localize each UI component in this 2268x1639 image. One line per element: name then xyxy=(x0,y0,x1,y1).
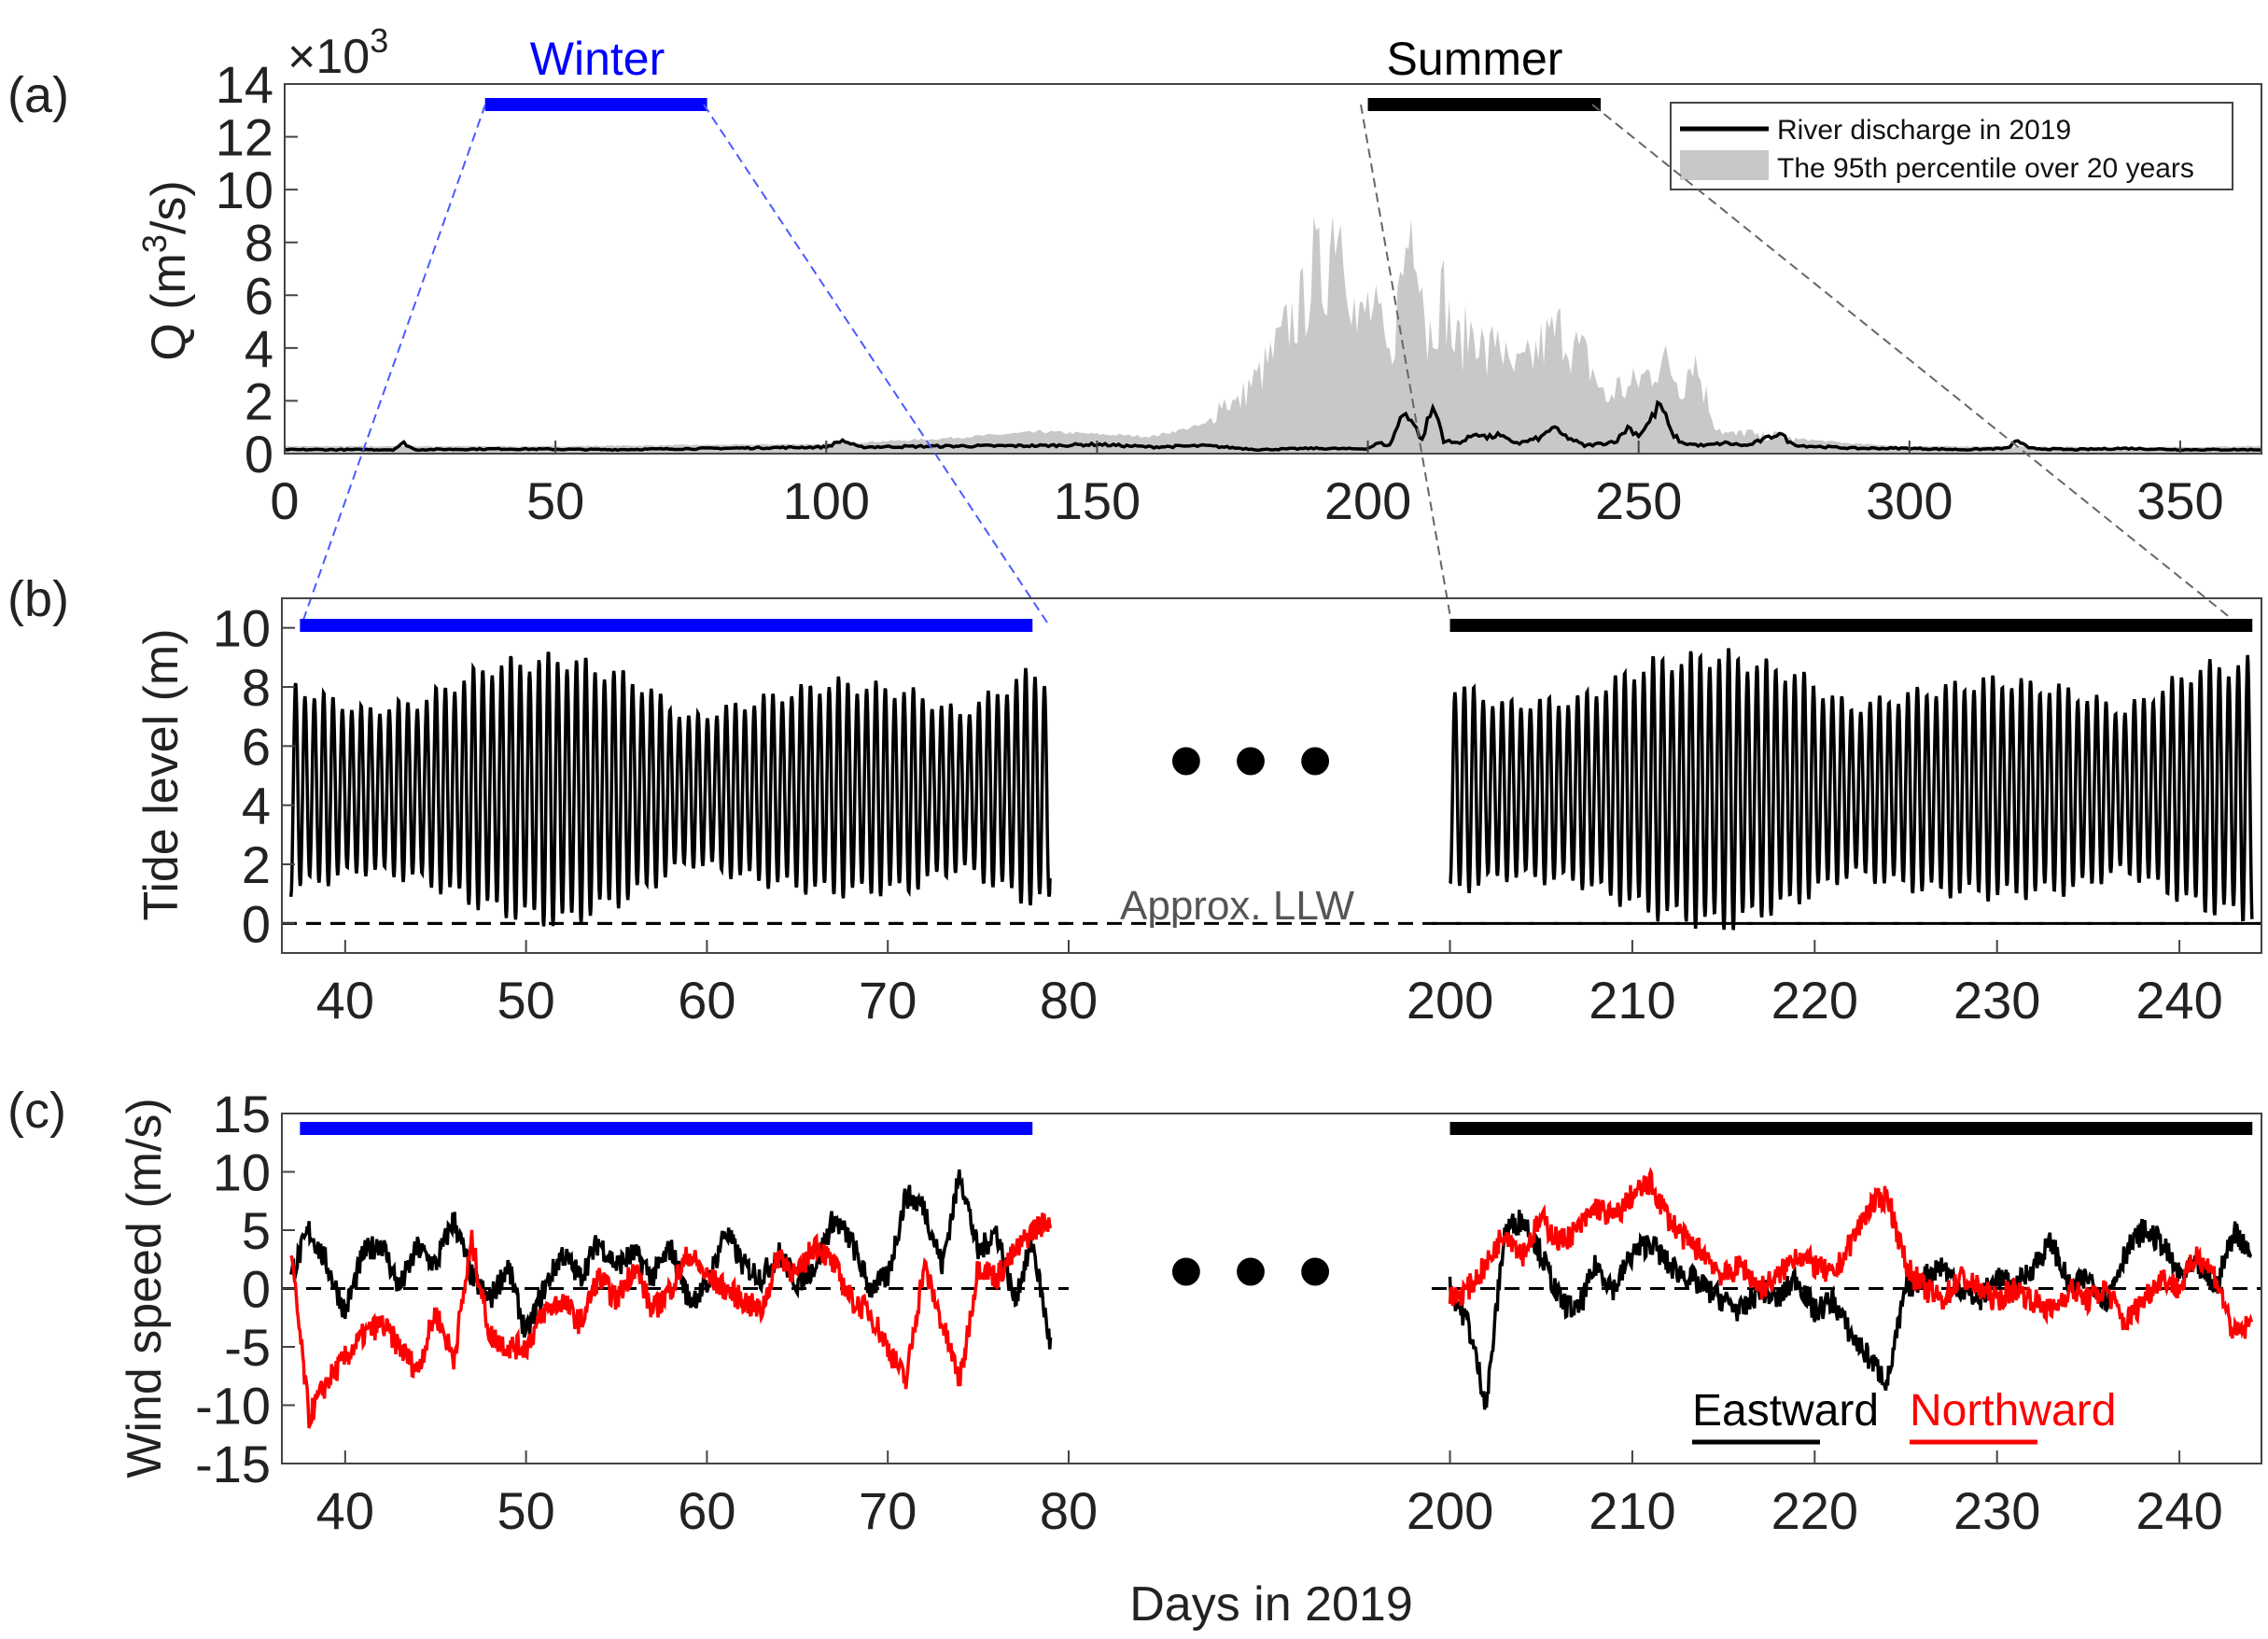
x-tick-label: 230 xyxy=(1953,1481,2040,1540)
wind-segment-0 xyxy=(282,1169,1069,1430)
x-tick-label: 350 xyxy=(2136,471,2223,530)
panel-a-label: (a) xyxy=(7,67,69,123)
legend-label-discharge: River discharge in 2019 xyxy=(1777,115,2071,146)
y-tick-label: 15 xyxy=(213,1085,271,1143)
panel-b: (b) Tide level (m) 40 50 60 70 80 200 210 220 23… xyxy=(7,571,2262,1030)
x-tick-label: 70 xyxy=(859,971,917,1030)
y-tick-label: 0 xyxy=(242,1260,271,1319)
tide-line xyxy=(288,651,1052,927)
x-tick-label: 50 xyxy=(497,971,554,1030)
panel-c-label: (c) xyxy=(7,1083,66,1139)
llw-label: Approx. LLW xyxy=(1120,883,1355,929)
y-tick-label: -5 xyxy=(224,1318,271,1377)
panel-b-gap-dots: • • • xyxy=(1169,703,1334,818)
y-tick-label: 4 xyxy=(245,319,273,378)
x-tick-label: 250 xyxy=(1595,471,1682,530)
y-tick-label: 6 xyxy=(242,717,271,776)
y-tick-label: 10 xyxy=(216,161,273,219)
y-tick-label: 0 xyxy=(242,894,271,953)
tide-segment-1 xyxy=(1448,648,2254,931)
y-tick-label: 6 xyxy=(245,266,273,325)
y-tick-label: 5 xyxy=(242,1201,271,1260)
summer-connector-right xyxy=(1591,104,2237,623)
wind-segment-1 xyxy=(1432,1167,2261,1410)
northward-line xyxy=(1448,1167,2253,1339)
panel-a-plot xyxy=(285,216,2261,454)
panel-a: (a) ×103 Q (m3/s) Winter Summer 0 50 100 15… xyxy=(7,21,2262,530)
panel-a-multiplier: ×103 xyxy=(287,21,388,84)
x-tick-label: 220 xyxy=(1771,1481,1858,1540)
zoom-connectors xyxy=(301,104,2237,623)
x-tick-label: 80 xyxy=(1040,1481,1098,1540)
x-tick-label: 80 xyxy=(1040,971,1098,1030)
x-tick-label: 210 xyxy=(1589,971,1675,1030)
x-axis-label: Days in 2019 xyxy=(1129,1577,1413,1632)
y-tick-label: 8 xyxy=(242,658,271,717)
x-tick-label: 240 xyxy=(2135,1481,2222,1540)
y-tick-label: -10 xyxy=(195,1377,271,1436)
winter-connector-right xyxy=(703,104,1048,623)
eastward-line xyxy=(1448,1210,2253,1410)
tide-line xyxy=(1448,648,2254,931)
x-tick-label: 70 xyxy=(859,1481,917,1540)
winter-label: Winter xyxy=(530,33,665,85)
y-tick-label: 4 xyxy=(242,777,271,835)
panel-c-plot xyxy=(282,1167,2261,1430)
y-tick-label: 2 xyxy=(245,371,273,430)
eastward-line xyxy=(288,1169,1053,1350)
panel-c-gap-dots: • • • xyxy=(1169,1213,1334,1328)
x-tick-label: 50 xyxy=(526,471,584,530)
x-tick-label: 240 xyxy=(2135,971,2222,1030)
y-tick-label: 10 xyxy=(213,1143,271,1202)
x-tick-label: 40 xyxy=(316,1481,374,1540)
y-tick-label: 8 xyxy=(245,214,273,273)
x-tick-label: 100 xyxy=(783,471,870,530)
legend-swatch-percentile xyxy=(1680,150,1769,180)
x-tick-label: 40 xyxy=(316,971,374,1030)
x-tick-label: 60 xyxy=(678,1481,735,1540)
y-tick-label: 12 xyxy=(216,108,273,167)
x-tick-label: 230 xyxy=(1953,971,2040,1030)
winter-connector-left xyxy=(301,104,486,623)
panel-a-ylabel: Q (m3/s) xyxy=(135,180,196,360)
summer-connector-left xyxy=(1360,104,1452,623)
panel-a-legend: River discharge in 2019 The 95th percent… xyxy=(1670,102,2233,190)
y-tick-label: -15 xyxy=(195,1435,271,1493)
y-tick-label: 10 xyxy=(213,599,271,658)
panel-b-plot xyxy=(282,648,2261,931)
x-tick-label: 210 xyxy=(1589,1481,1675,1540)
panel-c-ylabel: Wind speed (m/s) xyxy=(118,1098,172,1478)
legend-label-percentile: The 95th percentile over 20 years xyxy=(1777,153,2194,184)
panel-a-frame xyxy=(284,83,2262,455)
legend-label-northward: Northward xyxy=(1910,1386,2116,1436)
y-tick-label: 14 xyxy=(216,55,273,114)
x-tick-label: 220 xyxy=(1771,971,1858,1030)
tide-segment-0 xyxy=(288,651,1052,927)
x-tick-label: 300 xyxy=(1866,471,1953,530)
panel-b-ylabel: Tide level (m) xyxy=(134,628,189,920)
panel-b-label: (b) xyxy=(7,571,69,627)
discharge-line xyxy=(285,399,2261,453)
panel-b-frame xyxy=(281,597,2262,954)
summer-label: Summer xyxy=(1387,33,1563,85)
y-tick-label: 0 xyxy=(245,425,273,483)
x-tick-label: 60 xyxy=(678,971,735,1030)
x-tick-label: 200 xyxy=(1407,971,1493,1030)
panel-c-frame xyxy=(281,1113,2262,1464)
x-tick-label: 150 xyxy=(1054,471,1141,530)
northward-line xyxy=(289,1212,1053,1430)
panel-c: (c) Wind speed (m/s) 40 50 60 70 80 200 210 220… xyxy=(7,1083,2262,1632)
y-tick-label: 2 xyxy=(242,835,271,894)
x-tick-label: 200 xyxy=(1407,1481,1493,1540)
percentile-area xyxy=(285,216,2261,454)
x-tick-label: 200 xyxy=(1324,471,1411,530)
x-tick-label: 50 xyxy=(497,1481,554,1540)
x-tick-label: 0 xyxy=(270,471,299,530)
panel-c-legend: Eastward Northward xyxy=(1692,1386,2116,1445)
legend-label-eastward: Eastward xyxy=(1692,1386,1879,1436)
